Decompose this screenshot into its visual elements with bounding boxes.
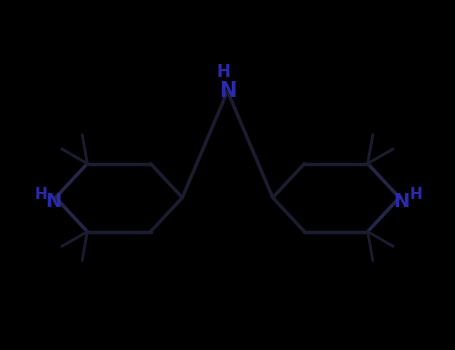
Text: H: H <box>410 187 423 202</box>
Text: N: N <box>219 81 236 102</box>
Text: H: H <box>216 63 230 81</box>
Text: H: H <box>35 187 47 202</box>
Text: N: N <box>45 191 61 210</box>
Text: N: N <box>394 191 410 210</box>
